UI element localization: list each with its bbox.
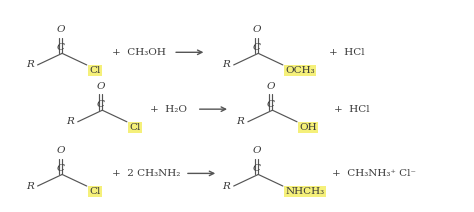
Text: O: O	[253, 146, 261, 155]
Text: C: C	[267, 100, 275, 109]
Text: OH: OH	[300, 123, 317, 132]
Text: +  CH₃NH₃⁺ Cl⁻: + CH₃NH₃⁺ Cl⁻	[331, 169, 416, 178]
Text: R: R	[26, 181, 34, 191]
Text: Cl: Cl	[89, 66, 100, 75]
Text: +  2 CH₃NH₂: + 2 CH₃NH₂	[112, 169, 180, 178]
Text: C: C	[57, 164, 65, 173]
Text: Cl: Cl	[129, 123, 141, 132]
Text: C: C	[253, 164, 261, 173]
Text: NHCH₃: NHCH₃	[285, 187, 324, 196]
Text: +  HCl: + HCl	[329, 48, 365, 57]
Text: O: O	[267, 82, 275, 91]
Text: O: O	[253, 25, 261, 34]
Text: C: C	[97, 100, 105, 109]
Text: O: O	[56, 146, 65, 155]
Text: R: R	[66, 117, 74, 126]
Text: O: O	[56, 25, 65, 34]
Text: R: R	[26, 60, 34, 70]
Text: O: O	[97, 82, 105, 91]
Text: +  HCl: + HCl	[334, 105, 370, 114]
Text: C: C	[57, 43, 65, 52]
Text: R: R	[222, 60, 230, 70]
Text: R: R	[236, 117, 244, 126]
Text: R: R	[222, 181, 230, 191]
Text: OCH₃: OCH₃	[285, 66, 315, 75]
Text: C: C	[253, 43, 261, 52]
Text: +  H₂O: + H₂O	[150, 105, 187, 114]
Text: +  CH₃OH: + CH₃OH	[112, 48, 165, 57]
Text: Cl: Cl	[89, 187, 100, 196]
